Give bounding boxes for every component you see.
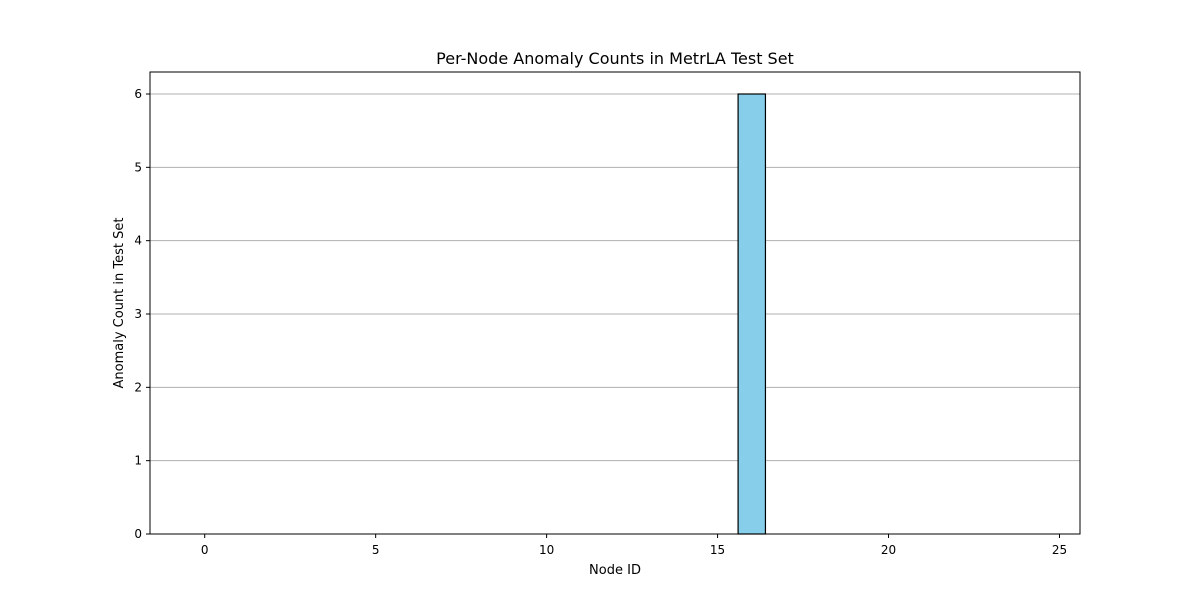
x-axis-label: Node ID xyxy=(589,563,641,578)
y-tick-label: 1 xyxy=(134,454,142,468)
x-tick-label: 5 xyxy=(372,543,380,557)
y-tick-label: 3 xyxy=(134,307,142,321)
x-tick-label: 25 xyxy=(1052,543,1067,557)
bars xyxy=(737,93,767,535)
y-axis-label: Anomaly Count in Test Set xyxy=(112,218,127,389)
plot-frame xyxy=(149,71,1081,535)
chart-title: Per-Node Anomaly Counts in MetrLA Test S… xyxy=(436,49,794,68)
x-tick-label: 10 xyxy=(539,543,554,557)
y-tick-label: 4 xyxy=(134,234,142,248)
y-ticks: 0 1 2 3 4 5 6 xyxy=(134,87,150,541)
y-tick-label: 0 xyxy=(134,527,142,541)
x-ticks: 0 5 10 15 20 25 xyxy=(201,534,1067,557)
grid-lines xyxy=(150,93,1080,535)
x-tick-label: 0 xyxy=(201,543,209,557)
x-tick-label: 20 xyxy=(881,543,896,557)
y-tick-label: 5 xyxy=(134,160,142,174)
y-tick-label: 6 xyxy=(134,87,142,101)
bar-node-16 xyxy=(737,93,767,535)
y-tick-label: 2 xyxy=(134,380,142,394)
x-tick-label: 15 xyxy=(710,543,725,557)
